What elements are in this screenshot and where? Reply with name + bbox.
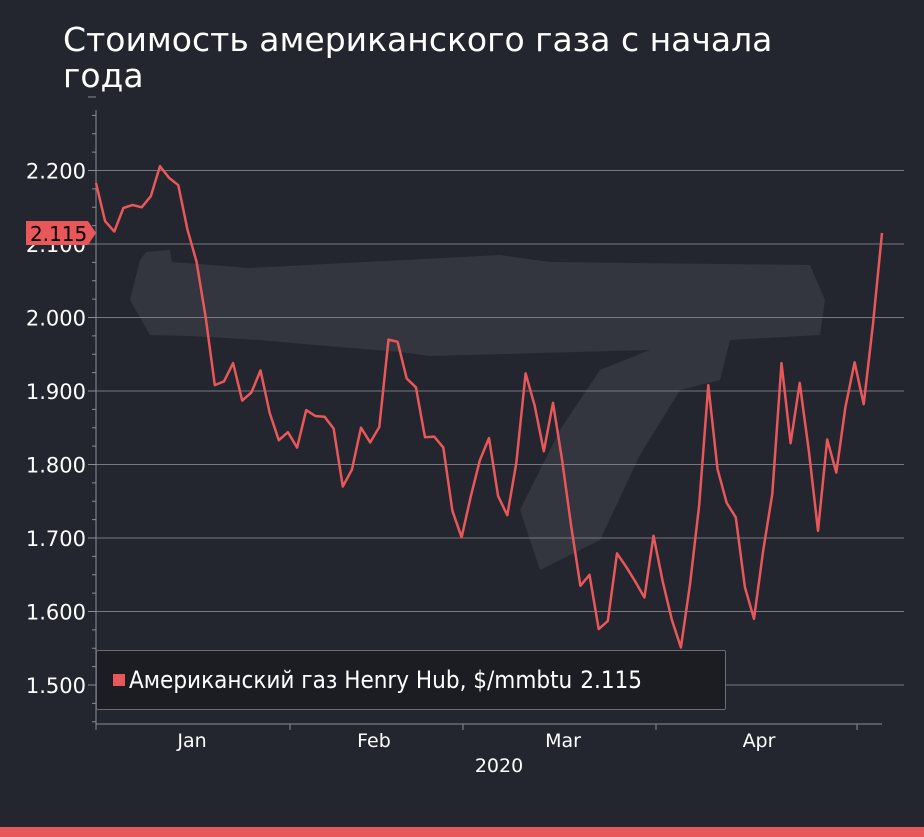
chart-title: Стоимость американского газа с начала го… xyxy=(63,20,773,95)
y-tick-label: 1.600 xyxy=(26,601,86,625)
bottom-accent-bar xyxy=(0,827,924,837)
y-tick-label: 1.900 xyxy=(26,380,86,404)
y-tick-label: 1.800 xyxy=(26,454,86,478)
last-value-tag: 2.115 xyxy=(26,220,96,246)
series-layer xyxy=(94,164,884,649)
x-tick-label: Jan xyxy=(176,730,206,752)
value-tag-shape xyxy=(26,220,96,245)
x-tick-label: Feb xyxy=(357,730,391,752)
y-tick-label: 1.500 xyxy=(26,674,86,698)
grid-lines xyxy=(96,170,904,686)
legend-swatch xyxy=(113,674,125,686)
y-tick-label: 2.000 xyxy=(26,307,86,331)
watermark-shape xyxy=(130,250,825,570)
rifle-watermark xyxy=(130,250,825,570)
y-tick-label: 1.700 xyxy=(26,527,86,551)
x-axis: Jan Feb Mar Apr 2020 xyxy=(95,723,882,777)
y-tick-label: 2.200 xyxy=(26,160,86,184)
x-tick-label: Mar xyxy=(545,730,581,752)
legend-value: 2.115 xyxy=(580,666,643,694)
legend: Американский газ Henry Hub, $/mmbtu 2.11… xyxy=(96,650,726,710)
legend-label: Американский газ Henry Hub, $/mmbtu xyxy=(129,666,573,694)
value-tag-text: 2.115 xyxy=(30,222,87,246)
x-tick-label: Apr xyxy=(743,730,776,752)
x-year-label: 2020 xyxy=(475,755,523,777)
series-line-henry-hub xyxy=(94,164,884,649)
